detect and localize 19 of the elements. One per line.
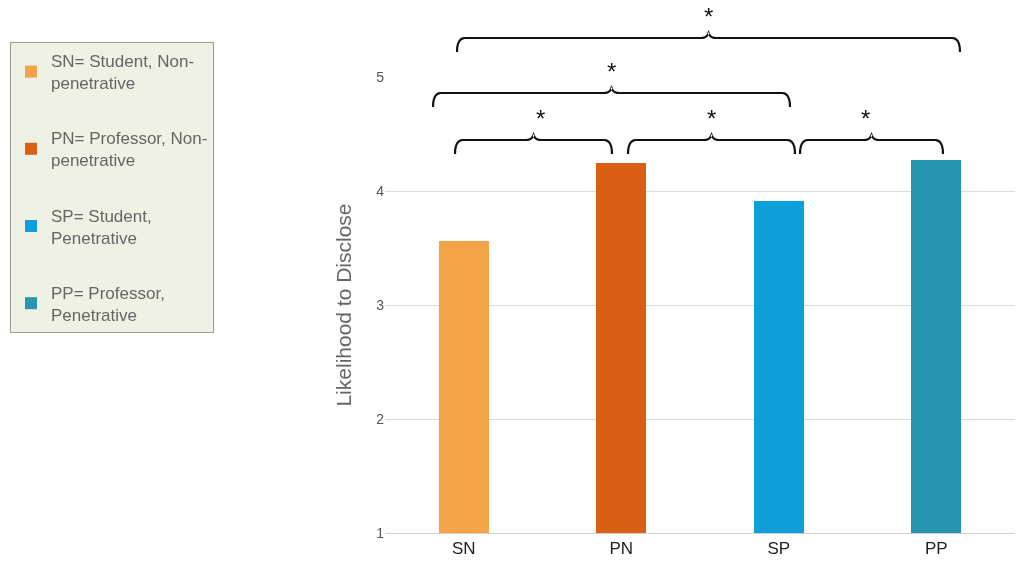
y-tick-label: 4 <box>376 182 385 199</box>
x-tick-label: PP <box>924 539 948 559</box>
x-tick-label: PN <box>609 539 634 559</box>
legend-label: SN= Student, Non-penetrative <box>51 52 195 94</box>
annotation: * <box>861 105 871 132</box>
text: * <box>704 3 714 30</box>
y-axis-title: Likelihood to Disclose <box>332 203 356 407</box>
annotation: * <box>707 105 717 132</box>
x-tick-label: SN <box>451 539 476 559</box>
legend-label: PP= Professor, Penetrative <box>51 283 165 325</box>
annotation: * <box>536 105 546 132</box>
y-tick-label: 3 <box>376 296 385 313</box>
annotation: * <box>607 58 617 85</box>
y-tick-label: 2 <box>376 410 385 427</box>
legend-label: SP= Student, Penetrative <box>51 206 152 248</box>
x-tick-label: SP <box>767 539 791 559</box>
y-tick-label: 5 <box>376 68 385 85</box>
legend-label: PN= Professor, Non-penetrative <box>51 129 208 171</box>
y-tick-label: 1 <box>376 524 385 541</box>
